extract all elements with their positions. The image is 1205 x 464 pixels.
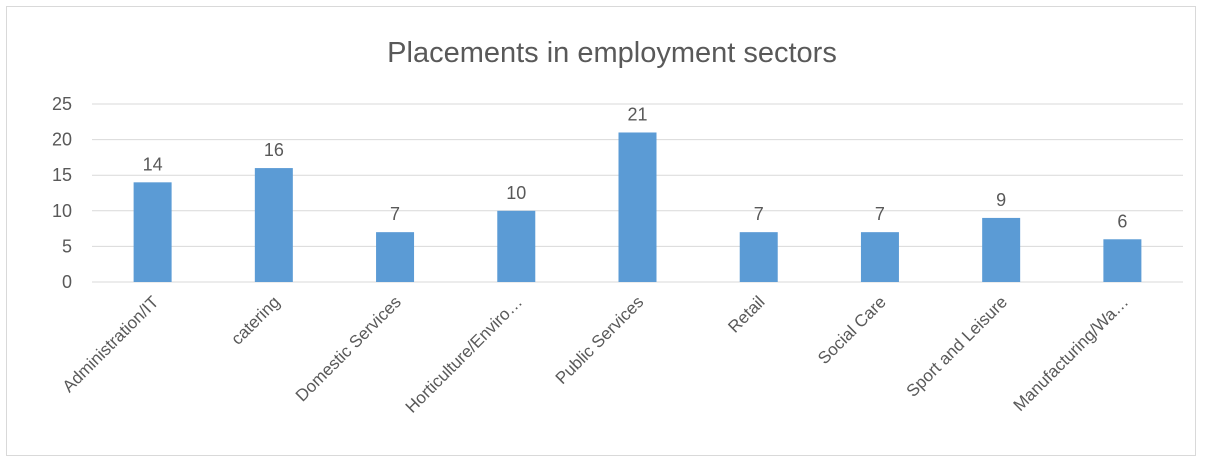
bar-6 xyxy=(860,232,899,282)
data-label: 7 xyxy=(875,204,885,224)
x-tick-label: Public Services xyxy=(552,292,648,388)
bar-7 xyxy=(982,217,1021,282)
bar-0 xyxy=(133,182,172,282)
data-label: 7 xyxy=(754,204,764,224)
data-labels: 14 16 7 10 21 7 7 9 6 xyxy=(143,104,1128,231)
y-axis: 0 5 10 15 20 25 xyxy=(52,94,72,292)
data-label: 14 xyxy=(143,154,163,174)
y-tick-label: 10 xyxy=(52,201,72,221)
x-tick-label: Manufacturing/Wa… xyxy=(1010,292,1133,415)
data-label: 16 xyxy=(264,140,284,160)
bar-5 xyxy=(739,232,778,282)
data-label: 21 xyxy=(627,104,647,124)
data-label: 10 xyxy=(506,183,526,203)
y-tick-label: 0 xyxy=(62,272,72,292)
x-tick-label: Sport and Leisure xyxy=(903,292,1011,400)
bars xyxy=(133,132,1142,282)
x-tick-label: Retail xyxy=(724,292,768,336)
bar-4 xyxy=(618,132,657,282)
y-tick-label: 25 xyxy=(52,94,72,114)
y-tick-label: 20 xyxy=(52,130,72,150)
data-label: 6 xyxy=(1117,211,1127,231)
x-tick-label: Horticulture/Enviro… xyxy=(402,292,526,416)
bar-3 xyxy=(497,210,536,282)
bar-2 xyxy=(376,232,415,282)
x-tick-label: Administration/IT xyxy=(59,292,163,396)
bar-1 xyxy=(254,168,293,282)
bar-8 xyxy=(1103,239,1142,282)
x-tick-label: catering xyxy=(227,292,283,348)
y-tick-label: 15 xyxy=(52,165,72,185)
x-tick-label: Social Care xyxy=(814,292,890,368)
data-label: 9 xyxy=(996,190,1006,210)
chart-title: Placements in employment sectors xyxy=(387,37,837,69)
data-label: 7 xyxy=(390,204,400,224)
x-axis: Administration/IT catering Domestic Servic… xyxy=(59,292,1132,416)
y-tick-label: 5 xyxy=(62,236,72,256)
x-tick-label: Domestic Services xyxy=(292,292,405,405)
